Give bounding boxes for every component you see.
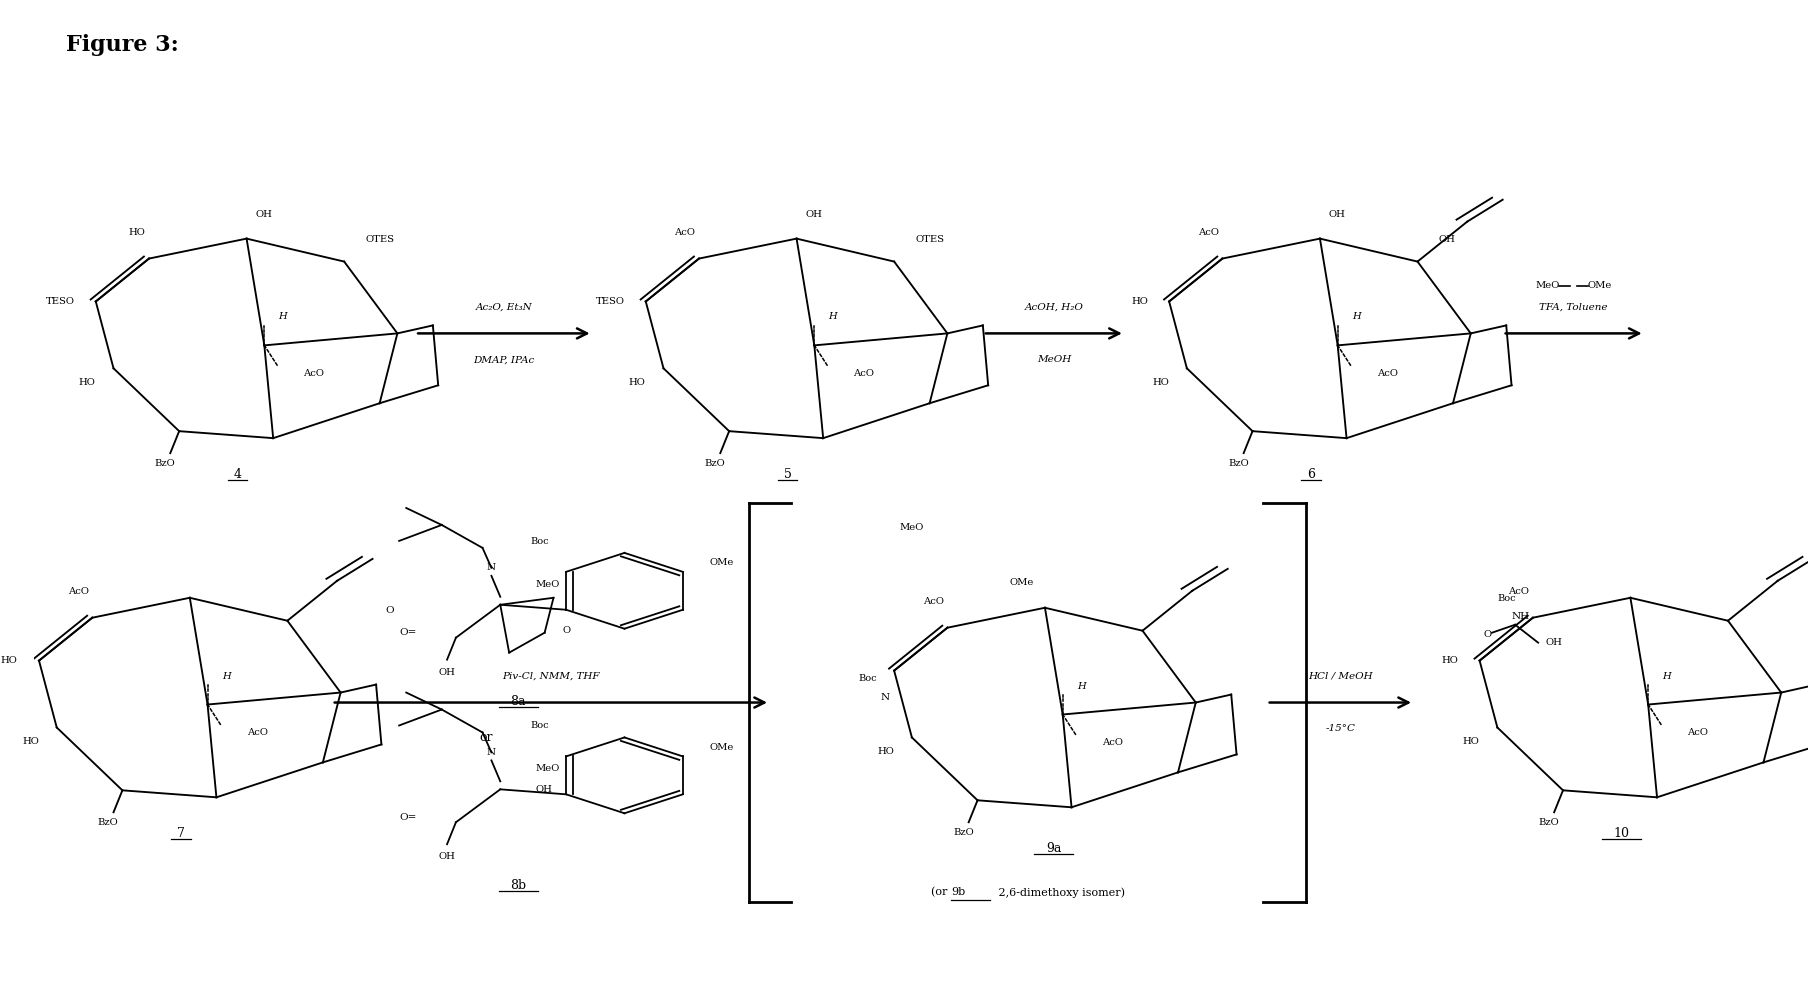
Text: AcO: AcO: [1377, 369, 1397, 378]
Text: DMAP, IPAc: DMAP, IPAc: [473, 355, 535, 364]
Text: 10: 10: [1613, 827, 1629, 840]
Text: AcO: AcO: [1198, 227, 1219, 236]
Text: -15°C: -15°C: [1325, 724, 1355, 733]
Text: HCl / MeOH: HCl / MeOH: [1308, 672, 1373, 681]
Text: 9b: 9b: [951, 887, 966, 897]
Text: AcO: AcO: [1508, 586, 1529, 596]
Text: AcO: AcO: [246, 728, 268, 737]
Text: MeOH: MeOH: [1036, 355, 1071, 364]
Text: HO: HO: [1152, 378, 1169, 387]
Text: OH: OH: [255, 209, 272, 218]
Text: HO: HO: [22, 737, 40, 746]
Text: Boc: Boc: [531, 537, 549, 546]
Text: MeO: MeO: [536, 579, 560, 589]
Text: TFA, Toluene: TFA, Toluene: [1540, 303, 1607, 312]
Text: MeO: MeO: [901, 523, 924, 532]
Text: BzO: BzO: [98, 818, 118, 827]
Text: 7: 7: [178, 827, 185, 840]
Text: OH: OH: [439, 668, 455, 677]
Text: O: O: [1484, 630, 1491, 639]
Text: AcOH, H₂O: AcOH, H₂O: [1024, 303, 1084, 312]
Text: HO: HO: [0, 656, 18, 665]
Text: H: H: [221, 672, 230, 681]
Text: OH: OH: [1328, 209, 1346, 218]
Text: BzO: BzO: [705, 459, 725, 468]
Text: O: O: [384, 607, 393, 616]
Text: (or: (or: [931, 887, 951, 897]
Text: Piv-Cl, NMM, THF: Piv-Cl, NMM, THF: [502, 672, 600, 681]
Text: H: H: [1662, 672, 1671, 681]
Text: 8b: 8b: [509, 879, 525, 892]
Text: AcO: AcO: [67, 586, 89, 596]
Text: 9a: 9a: [1046, 842, 1062, 855]
Text: Boc: Boc: [859, 674, 877, 683]
Text: O: O: [562, 626, 571, 635]
Text: 8a: 8a: [511, 694, 525, 707]
Text: N: N: [487, 563, 496, 572]
Text: 6: 6: [1306, 468, 1316, 481]
Text: Boc: Boc: [531, 721, 549, 730]
Text: 5: 5: [785, 468, 792, 481]
Text: HO: HO: [129, 227, 145, 236]
Text: AcO: AcO: [674, 227, 696, 236]
Text: OH: OH: [1546, 638, 1562, 647]
Text: OMe: OMe: [710, 742, 734, 751]
Text: AcO: AcO: [303, 369, 324, 378]
Text: O=: O=: [399, 628, 417, 637]
Text: HO: HO: [877, 747, 893, 757]
Text: HO: HO: [1131, 297, 1147, 306]
Text: OMe: OMe: [1587, 281, 1613, 290]
Text: O=: O=: [399, 813, 417, 822]
Text: H: H: [1352, 313, 1361, 322]
Text: AcO: AcO: [922, 597, 944, 606]
Text: HO: HO: [1462, 737, 1480, 746]
Text: TESO: TESO: [596, 297, 625, 306]
Text: NH: NH: [1511, 613, 1529, 622]
Text: OH: OH: [806, 209, 823, 218]
Text: H: H: [828, 313, 837, 322]
Text: N: N: [487, 747, 496, 757]
Text: Ac₂O, Et₃N: Ac₂O, Et₃N: [475, 303, 533, 312]
Text: BzO: BzO: [953, 828, 973, 837]
Text: OH: OH: [536, 785, 553, 794]
Text: MeO: MeO: [536, 765, 560, 774]
Text: Figure 3:: Figure 3:: [65, 34, 178, 56]
Text: HO: HO: [629, 378, 645, 387]
Text: 4: 4: [234, 468, 241, 481]
Text: MeO: MeO: [1535, 281, 1560, 290]
Text: H: H: [279, 313, 288, 322]
Text: BzO: BzO: [1538, 818, 1558, 827]
Text: AcO: AcO: [1102, 738, 1123, 747]
Text: OTES: OTES: [915, 234, 944, 243]
Text: or: or: [480, 731, 493, 744]
Text: AcO: AcO: [1687, 728, 1709, 737]
Text: OTES: OTES: [366, 234, 395, 243]
Text: BzO: BzO: [154, 459, 176, 468]
Text: N: N: [881, 693, 890, 702]
Text: H: H: [1076, 681, 1085, 690]
Text: 2,6-dimethoxy isomer): 2,6-dimethoxy isomer): [995, 887, 1125, 897]
Text: OH: OH: [1439, 234, 1455, 243]
Text: TESO: TESO: [45, 297, 74, 306]
Text: AcO: AcO: [853, 369, 875, 378]
Text: HO: HO: [80, 378, 96, 387]
Text: OMe: OMe: [1009, 578, 1035, 588]
Text: OH: OH: [439, 852, 455, 861]
Text: OMe: OMe: [710, 558, 734, 567]
Text: HO: HO: [1442, 656, 1459, 665]
Text: BzO: BzO: [1229, 459, 1248, 468]
Text: Boc: Boc: [1497, 594, 1515, 603]
